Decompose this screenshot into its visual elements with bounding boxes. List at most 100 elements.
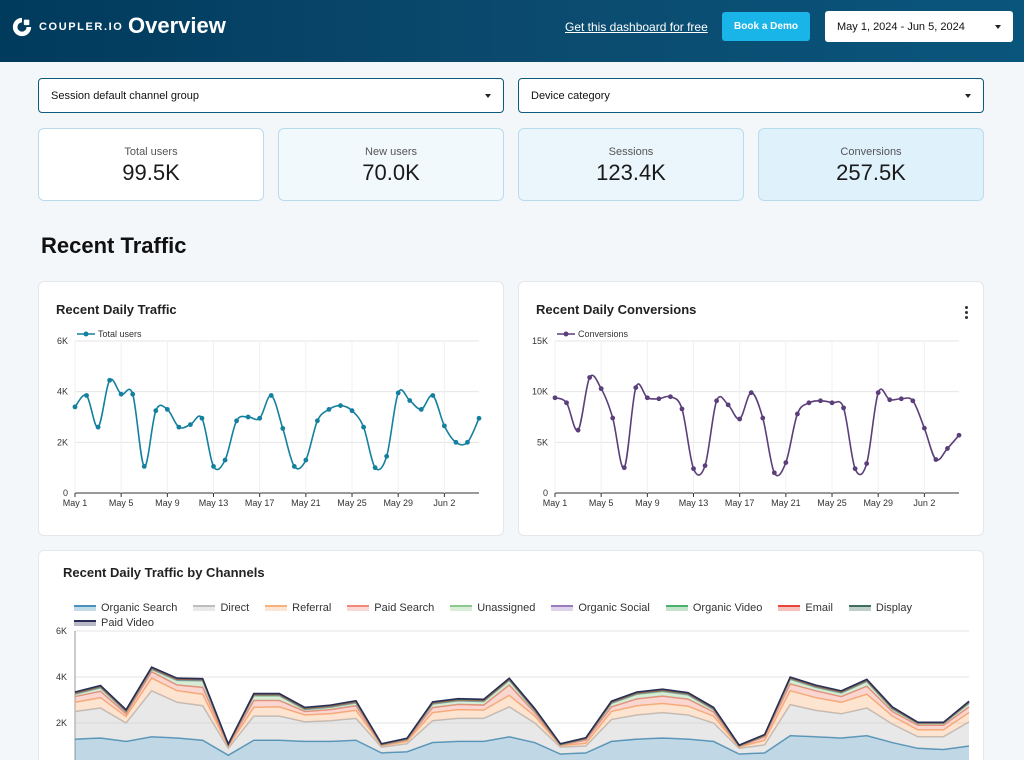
data-point[interactable] xyxy=(315,418,320,424)
data-point[interactable] xyxy=(725,402,731,408)
data-point[interactable] xyxy=(818,398,823,404)
data-point[interactable] xyxy=(107,377,113,383)
data-point[interactable] xyxy=(656,396,662,402)
data-point[interactable] xyxy=(748,390,754,396)
legend-item[interactable]: Email xyxy=(778,600,833,615)
data-point[interactable] xyxy=(691,466,696,472)
data-point[interactable] xyxy=(933,457,939,462)
data-point[interactable] xyxy=(130,391,136,397)
data-point[interactable] xyxy=(575,427,581,433)
data-point[interactable] xyxy=(453,439,459,445)
data-point[interactable] xyxy=(702,463,708,469)
data-point[interactable] xyxy=(222,457,228,463)
data-point[interactable] xyxy=(188,422,193,427)
data-point[interactable] xyxy=(956,432,962,438)
data-point[interactable] xyxy=(714,398,719,404)
data-point[interactable] xyxy=(921,425,927,431)
data-point[interactable] xyxy=(945,446,950,451)
data-point[interactable] xyxy=(418,407,424,412)
legend-item[interactable]: Unassigned xyxy=(450,600,535,615)
kpi-value: 99.5K xyxy=(122,160,180,185)
data-point[interactable] xyxy=(829,400,835,406)
coupler-logo[interactable]: COUPLER.IO xyxy=(11,15,123,39)
data-point[interactable] xyxy=(349,408,355,414)
book-demo-button[interactable]: Book a Demo xyxy=(722,12,810,41)
legend-item[interactable]: Paid Video xyxy=(74,615,154,630)
data-point[interactable] xyxy=(234,418,240,424)
data-point[interactable] xyxy=(176,424,182,430)
data-point[interactable] xyxy=(668,394,673,400)
data-point[interactable] xyxy=(621,465,627,471)
data-point[interactable] xyxy=(898,396,904,402)
data-point[interactable] xyxy=(361,424,366,430)
legend-swatch xyxy=(665,604,688,611)
data-point[interactable] xyxy=(760,415,766,421)
data-point[interactable] xyxy=(852,466,858,472)
data-point[interactable] xyxy=(384,453,390,459)
data-point[interactable] xyxy=(153,408,159,414)
data-point[interactable] xyxy=(268,393,274,398)
data-point[interactable] xyxy=(291,464,297,469)
data-point[interactable] xyxy=(72,404,78,410)
data-point[interactable] xyxy=(644,395,650,401)
data-point[interactable] xyxy=(633,385,639,391)
more-options-icon[interactable] xyxy=(965,306,969,321)
x-tick-label: Jun 2 xyxy=(913,498,935,508)
x-tick-label: May 9 xyxy=(155,498,180,508)
data-point[interactable] xyxy=(95,424,101,430)
legend-item[interactable]: Display xyxy=(848,600,912,615)
data-point[interactable] xyxy=(679,406,685,412)
legend-item[interactable]: Organic Search xyxy=(74,600,177,615)
device-category-filter[interactable]: Device category xyxy=(518,78,984,113)
data-point[interactable] xyxy=(610,415,616,421)
data-point[interactable] xyxy=(211,464,216,469)
data-point[interactable] xyxy=(338,403,343,408)
data-point[interactable] xyxy=(245,414,251,420)
data-point[interactable] xyxy=(887,397,893,403)
data-point[interactable] xyxy=(430,393,436,398)
data-point[interactable] xyxy=(118,391,124,397)
get-dashboard-link[interactable]: Get this dashboard for free xyxy=(565,20,708,34)
section-title: Recent Traffic xyxy=(41,233,187,258)
kpi-sessions: Sessions 123.4K xyxy=(518,128,744,201)
data-point[interactable] xyxy=(476,415,482,421)
data-point[interactable] xyxy=(164,407,170,412)
legend-item[interactable]: Referral xyxy=(265,600,331,615)
data-point[interactable] xyxy=(806,400,812,406)
data-point[interactable] xyxy=(280,426,286,431)
legend-item[interactable]: Paid Search xyxy=(347,600,434,615)
kpi-label: Total users xyxy=(124,146,178,158)
data-point[interactable] xyxy=(395,390,401,396)
data-point[interactable] xyxy=(372,465,378,471)
data-point[interactable] xyxy=(875,390,881,396)
date-range-select[interactable]: May 1, 2024 - Jun 5, 2024 xyxy=(825,11,1013,42)
data-point[interactable] xyxy=(910,398,916,404)
data-point[interactable] xyxy=(141,464,147,469)
channel-group-filter[interactable]: Session default channel group xyxy=(38,78,504,113)
data-point[interactable] xyxy=(783,460,789,465)
data-point[interactable] xyxy=(795,411,800,417)
x-tick-label: May 17 xyxy=(725,498,755,508)
y-tick-label: 0 xyxy=(63,488,68,498)
data-point[interactable] xyxy=(84,393,89,398)
data-point[interactable] xyxy=(326,407,332,412)
data-point[interactable] xyxy=(841,405,846,411)
data-point[interactable] xyxy=(199,415,205,421)
data-point[interactable] xyxy=(587,375,593,380)
legend-item[interactable]: Organic Social xyxy=(551,600,650,615)
data-point[interactable] xyxy=(465,439,470,445)
data-point[interactable] xyxy=(564,400,569,406)
data-point[interactable] xyxy=(737,416,743,422)
data-point[interactable] xyxy=(864,461,870,467)
data-point[interactable] xyxy=(257,415,263,421)
traffic-by-channels-card: Recent Daily Traffic by Channels xyxy=(38,550,984,760)
legend-item[interactable]: Organic Video xyxy=(665,600,762,615)
data-point[interactable] xyxy=(598,386,604,392)
legend-item[interactable]: Direct xyxy=(193,600,249,615)
data-point[interactable] xyxy=(552,395,558,401)
data-point[interactable] xyxy=(771,470,777,476)
data-point[interactable] xyxy=(441,423,447,429)
y-tick-label: 15K xyxy=(532,336,548,346)
data-point[interactable] xyxy=(407,398,413,403)
data-point[interactable] xyxy=(303,457,309,463)
